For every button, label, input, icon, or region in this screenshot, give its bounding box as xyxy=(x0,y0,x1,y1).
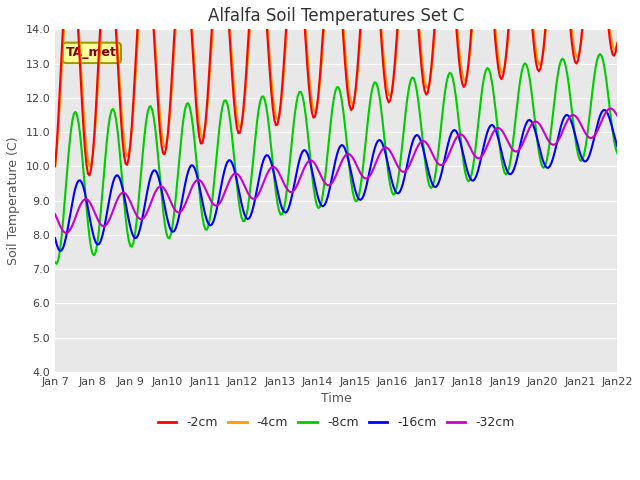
Text: TA_met: TA_met xyxy=(67,47,117,60)
Y-axis label: Soil Temperature (C): Soil Temperature (C) xyxy=(7,136,20,265)
Title: Alfalfa Soil Temperatures Set C: Alfalfa Soil Temperatures Set C xyxy=(208,7,465,25)
X-axis label: Time: Time xyxy=(321,392,351,405)
Legend: -2cm, -4cm, -8cm, -16cm, -32cm: -2cm, -4cm, -8cm, -16cm, -32cm xyxy=(153,411,520,434)
